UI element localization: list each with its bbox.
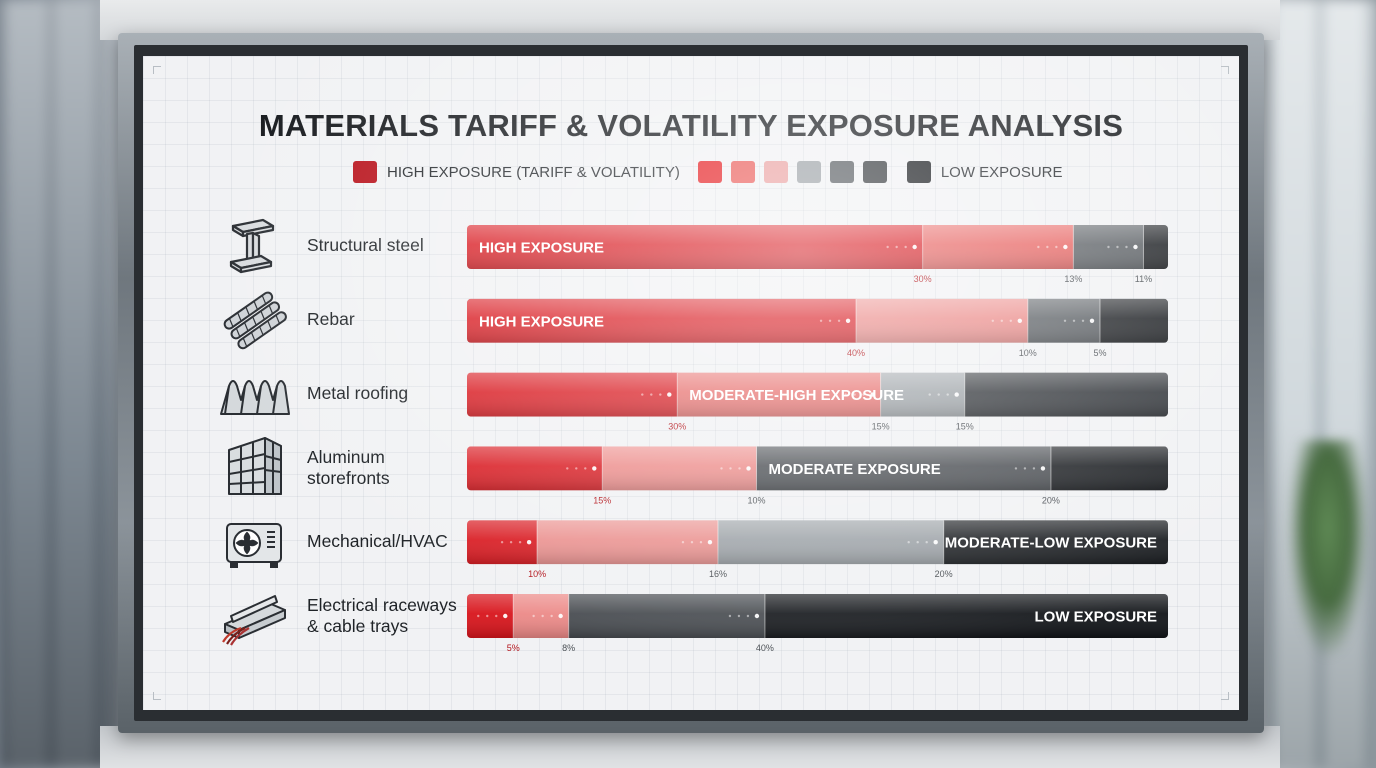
cable-tray-icon	[222, 595, 286, 646]
bar-row-2	[467, 298, 1168, 343]
exposure-label: MODERATE-LOW EXPOSURE	[945, 535, 1157, 552]
bar-row-3	[467, 372, 1168, 417]
percent-label: 10%	[748, 495, 766, 505]
corner-mark	[153, 66, 161, 74]
percent-label: 40%	[756, 643, 774, 653]
percent-label: 10%	[528, 569, 546, 579]
legend-scale-swatch-2	[730, 161, 755, 183]
rebar-icon	[223, 291, 287, 350]
percent-label: 5%	[507, 643, 520, 653]
bar-sheen	[467, 225, 1168, 269]
bar-sheen	[467, 594, 1168, 638]
corner-mark	[1221, 66, 1229, 74]
percent-label: 20%	[935, 569, 953, 579]
row-label-rebar: Rebar	[307, 309, 355, 329]
percent-label: 11%	[1135, 274, 1152, 284]
percent-label: 5%	[1093, 348, 1106, 358]
legend-color-scale	[697, 161, 887, 183]
row-label-structural-steel: Structural steel	[307, 235, 424, 255]
background-office-left	[0, 0, 120, 768]
exposure-label: HIGH EXPOSURE	[479, 240, 604, 257]
corner-mark	[1221, 692, 1229, 700]
background-wall-bottom	[100, 726, 1280, 768]
row-label-aluminum-storefronts: Aluminum storefronts	[307, 447, 390, 488]
percent-label: 40%	[847, 348, 865, 358]
storefront-building-icon	[228, 437, 282, 495]
percent-label: 10%	[1019, 348, 1037, 358]
bar-row-5	[467, 520, 1168, 565]
chart-screen: MATERIALS TARIFF & VOLATILITY EXPOSURE A…	[143, 56, 1239, 710]
bar-sheen	[467, 446, 1168, 491]
bar-row-4	[467, 446, 1168, 491]
legend-scale-swatch-4	[796, 161, 821, 183]
percent-label: 30%	[668, 422, 686, 432]
row-label-electrical-raceways: Electrical raceways & cable trays	[307, 595, 457, 636]
percent-label: 15%	[593, 495, 611, 505]
bar-sheen	[467, 372, 1168, 417]
percent-label: 20%	[1042, 495, 1060, 505]
bar-sheen	[467, 520, 1168, 565]
row-label-metal-roofing: Metal roofing	[307, 383, 409, 403]
bar-sheen	[467, 298, 1168, 343]
legend-high-label: HIGH EXPOSURE (TARIFF & VOLATILITY)	[387, 163, 680, 181]
i-beam-icon	[229, 218, 275, 274]
percent-label: 13%	[1064, 274, 1082, 284]
exposure-label: LOW EXPOSURE	[1034, 609, 1157, 626]
percent-label: 8%	[562, 643, 575, 653]
corner-mark	[153, 692, 161, 700]
exposure-label: HIGH EXPOSURE	[479, 313, 604, 330]
exposure-label: MODERATE-HIGH EXPOSURE	[689, 387, 904, 404]
corrugated-roof-icon	[220, 380, 290, 415]
percent-label: 15%	[872, 422, 890, 432]
exposure-label: MODERATE EXPOSURE	[769, 461, 941, 478]
bar-row-6	[467, 594, 1168, 638]
bar-row-1	[467, 225, 1168, 269]
legend-scale-swatch-3	[763, 161, 788, 183]
chart-title: MATERIALS TARIFF & VOLATILITY EXPOSURE A…	[258, 108, 1124, 143]
percent-label: 30%	[914, 274, 932, 284]
legend-scale-swatch-5	[829, 161, 854, 183]
legend: HIGH EXPOSURE (TARIFF & VOLATILITY) LOW …	[353, 160, 1063, 184]
legend-scale-swatch-6	[862, 161, 887, 183]
legend-high-swatch	[353, 161, 377, 183]
hvac-unit-icon	[226, 523, 282, 568]
percent-label: 15%	[956, 422, 974, 432]
row-label-mechanical-hvac: Mechanical/HVAC	[307, 531, 448, 551]
legend-low-label: LOW EXPOSURE	[940, 163, 1063, 181]
background-plant	[1288, 440, 1368, 660]
stacked-bar-chart: HIGH EXPOSURE 30% 13% 11% HIGH EXPOSURE 40% 10…	[467, 225, 1168, 653]
percent-label: 16%	[709, 569, 727, 579]
legend-low-swatch	[906, 161, 931, 183]
legend-scale-swatch-1	[697, 161, 722, 183]
